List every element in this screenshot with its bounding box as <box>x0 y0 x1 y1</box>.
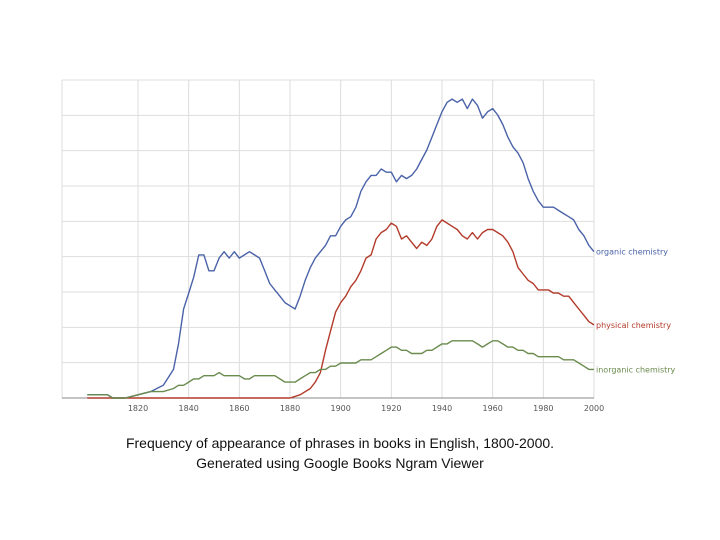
series-line-organic-chemistry <box>87 98 595 399</box>
series-label-organic-chemistry: organic chemistry <box>596 248 668 257</box>
caption-line-1: Frequency of appearance of phrases in bo… <box>125 435 555 451</box>
x-tick-label: 2000 <box>584 404 604 413</box>
series-label-physical-chemistry: physical chemistry <box>596 321 671 330</box>
series-line-physical-chemistry <box>87 219 595 399</box>
ngram-chart: organic chemistry physical chemistry inorg… <box>61 79 676 413</box>
x-tick-label: 1880 <box>280 404 300 413</box>
x-tick-label: 1980 <box>533 404 553 413</box>
x-tick-label: 1840 <box>178 404 198 413</box>
figure-caption: Frequency of appearance of phrases in bo… <box>40 433 640 473</box>
x-tick-label: 1960 <box>482 404 502 413</box>
x-tick-label: 1900 <box>330 404 350 413</box>
chart-x-tick-labels: 1820 1840 1860 1880 1900 1920 1940 1960 1980 2000 <box>128 404 604 413</box>
series-line-inorganic-chemistry <box>87 340 594 399</box>
x-tick-label: 1860 <box>229 404 249 413</box>
chart-series-labels: organic chemistry physical chemistry inorg… <box>596 248 676 375</box>
series-label-inorganic-chemistry: inorganic chemistry <box>596 365 676 374</box>
chart-grid <box>61 79 595 399</box>
x-tick-label: 1820 <box>128 404 148 413</box>
x-tick-label: 1940 <box>432 404 452 413</box>
caption-line-2: Generated using Google Books Ngram Viewe… <box>196 455 484 471</box>
chart-series <box>87 98 595 399</box>
x-tick-label: 1920 <box>381 404 401 413</box>
